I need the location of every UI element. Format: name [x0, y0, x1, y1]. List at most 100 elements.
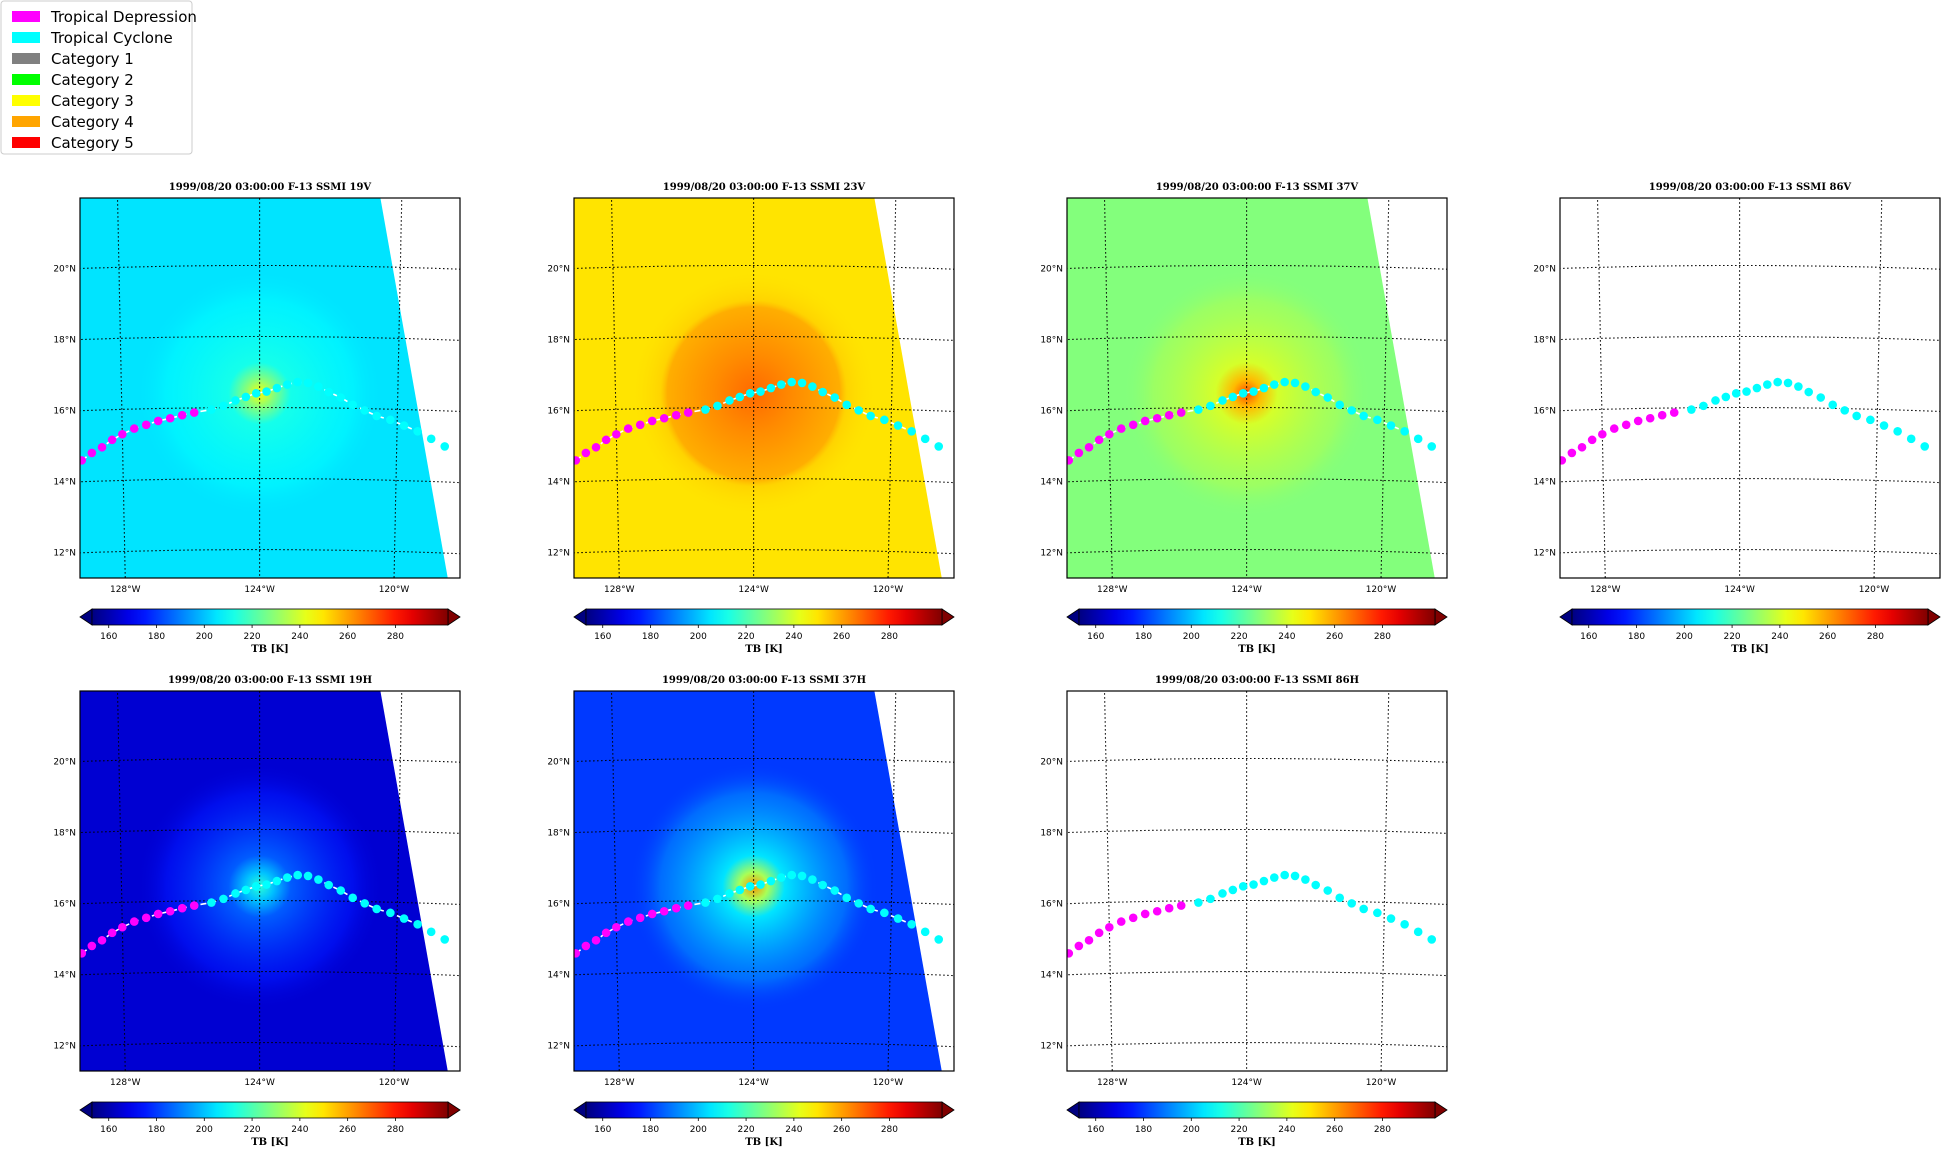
- colorbar-tick-label: 160: [594, 1125, 611, 1135]
- track-point-cyclone: [1804, 387, 1814, 397]
- track-point-cyclone: [324, 880, 334, 890]
- brightness-field: [80, 198, 448, 578]
- track-point-cyclone: [1386, 914, 1396, 923]
- track-point-cyclone: [766, 876, 776, 886]
- track-point-depression: [1645, 413, 1655, 423]
- colorbar-extend-low: [573, 608, 587, 626]
- map-frame: [1066, 690, 1448, 1072]
- track-point-cyclone: [372, 904, 381, 914]
- lat-tick-label: 18°N: [547, 829, 570, 839]
- track-point-depression: [1577, 442, 1587, 452]
- colorbar-bar: [91, 1101, 449, 1119]
- lon-tick-label: 124°W: [244, 1078, 275, 1088]
- track-point-depression: [1074, 448, 1084, 458]
- colorbar-tick-label: 220: [737, 632, 754, 642]
- track-point-cyclone: [348, 400, 358, 410]
- legend-swatch: [12, 95, 40, 106]
- lon-tick-label: 120°W: [873, 1078, 904, 1088]
- lon-tick-label: 120°W: [873, 585, 904, 595]
- track-point-cyclone: [262, 387, 271, 396]
- panel-23v: 1999/08/20 03:00:00 F-13 SSMI 23V 12°N 14°…: [547, 182, 955, 655]
- lat-tick-label: 18°N: [1040, 336, 1063, 346]
- legend-swatch: [12, 32, 40, 43]
- lat-tick-label: 12°N: [1533, 549, 1556, 559]
- track-point-depression: [1567, 448, 1577, 458]
- colorbar: 160 180 200 220 240 260 280 TB [K]: [79, 608, 461, 655]
- colorbar-tick-label: 280: [1374, 632, 1391, 642]
- track-point-depression: [141, 913, 151, 923]
- colorbar-extend-low: [1066, 608, 1080, 626]
- track-point-cyclone: [1228, 885, 1238, 895]
- track-point-cyclone: [360, 899, 369, 908]
- track-point-depression: [107, 928, 117, 938]
- track-point-cyclone: [241, 885, 251, 895]
- track-point-depression: [1164, 410, 1174, 420]
- track-point-cyclone: [1259, 383, 1269, 393]
- track-point-depression: [1067, 949, 1074, 958]
- lat-tick-label: 14°N: [1533, 478, 1556, 488]
- track-point-cyclone: [830, 886, 840, 895]
- colorbar-extend-high: [941, 608, 955, 626]
- track-point-cyclone: [735, 885, 745, 895]
- track-point-cyclone: [1206, 401, 1215, 411]
- lat-tick-label: 12°N: [1040, 549, 1063, 559]
- track-point-cyclone: [713, 894, 722, 904]
- track-point-cyclone: [251, 882, 261, 891]
- lat-tick-label: 18°N: [1533, 336, 1556, 346]
- colorbar-tick-label: 220: [243, 632, 260, 642]
- track-point-depression: [177, 903, 187, 913]
- track-point-cyclone: [1699, 401, 1708, 411]
- colorbar-bar: [1571, 608, 1929, 626]
- colorbar: 160 180 200 220 240 260 280 TB [K]: [1559, 608, 1941, 655]
- legend-swatch: [12, 53, 40, 64]
- track-point-depression: [1598, 429, 1607, 439]
- lon-tick-label: 128°W: [604, 1078, 635, 1088]
- track-point-cyclone: [934, 442, 944, 451]
- colorbar-tick-label: 280: [1374, 1125, 1391, 1135]
- map-frame: [79, 197, 461, 579]
- lon-tick-label: 128°W: [110, 585, 141, 595]
- track-point-cyclone: [293, 870, 302, 880]
- colorbar-tick-label: 200: [690, 632, 707, 642]
- track-point-depression: [1609, 424, 1619, 433]
- track-point-cyclone: [1290, 378, 1300, 388]
- colorbar: 160 180 200 220 240 260 280 TB [K]: [1066, 1101, 1448, 1148]
- colorbar-extend-low: [79, 1101, 93, 1119]
- lat-tick-label: 20°N: [1533, 265, 1556, 275]
- colorbar-tick-label: 200: [196, 1125, 213, 1135]
- colorbar-tick-label: 180: [642, 1125, 659, 1135]
- track-point-cyclone: [1687, 405, 1696, 414]
- colorbar-tick-label: 260: [339, 1125, 356, 1135]
- colorbar-tick-label: 220: [1723, 632, 1740, 642]
- track-point-cyclone: [1427, 935, 1437, 944]
- lat-tick-label: 20°N: [547, 265, 570, 275]
- lat-tick-label: 16°N: [547, 900, 570, 910]
- lon-tick-label: 128°W: [1590, 585, 1621, 595]
- lon-tick-label: 120°W: [379, 1078, 410, 1088]
- track-point-cyclone: [1259, 876, 1269, 886]
- track-point-depression: [1633, 416, 1643, 426]
- lat-tick-label: 12°N: [1040, 1042, 1063, 1052]
- track-point-depression: [177, 410, 187, 420]
- lat-tick-label: 14°N: [1040, 971, 1063, 981]
- track-point-cyclone: [797, 871, 807, 881]
- lon-tick-label: 124°W: [244, 585, 275, 595]
- track-point-cyclone: [1373, 908, 1382, 918]
- track-point-depression: [80, 949, 87, 958]
- track-point-cyclone: [1762, 380, 1772, 389]
- colorbar-tick-label: 200: [690, 1125, 707, 1135]
- track-point-depression: [581, 448, 591, 458]
- colorbar-tick-label: 180: [1135, 1125, 1152, 1135]
- lat-tick-label: 20°N: [53, 758, 76, 768]
- track-point-depression: [129, 424, 139, 433]
- track-point-depression: [574, 456, 581, 465]
- colorbar-extend-high: [447, 608, 461, 626]
- track-point-depression: [623, 917, 633, 926]
- track-point-cyclone: [231, 889, 240, 898]
- colorbar-tick-label: 200: [1676, 632, 1693, 642]
- track-point-cyclone: [776, 380, 786, 389]
- lat-tick-label: 14°N: [1040, 478, 1063, 488]
- colorbar-bar: [585, 608, 943, 626]
- track-point-cyclone: [1311, 880, 1321, 890]
- track-point-cyclone: [830, 393, 840, 402]
